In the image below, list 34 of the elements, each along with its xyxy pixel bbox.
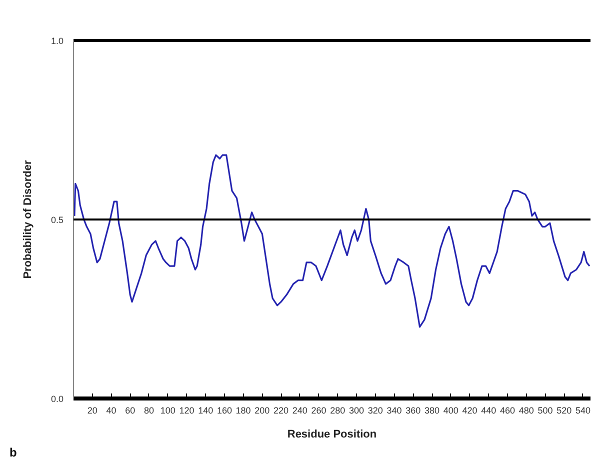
- x-tick-label: 500: [538, 406, 553, 416]
- x-tick-label: 80: [144, 406, 154, 416]
- x-tick-label: 140: [198, 406, 214, 416]
- y-tick-label: 0.5: [50, 215, 64, 225]
- x-tick-label: 60: [125, 406, 136, 416]
- text: b: [10, 446, 17, 459]
- x-tick-label: 260: [311, 406, 326, 416]
- x-tick-label: 520: [556, 406, 572, 416]
- x-tick-label: 460: [500, 406, 515, 416]
- x-tick-label: 400: [443, 406, 458, 416]
- x-tick-label: 320: [368, 406, 383, 416]
- x-tick-label: 280: [330, 406, 346, 416]
- x-tick-label: 360: [406, 406, 421, 416]
- line-series: [74, 154, 590, 328]
- y-axis-title: Probability of Disorder: [22, 159, 34, 279]
- x-tick-label: 220: [274, 406, 289, 416]
- x-tick-label: 240: [292, 406, 308, 416]
- x-tick-label: 480: [518, 406, 534, 416]
- x-tick-label: 440: [481, 406, 496, 416]
- x-tick-label: 180: [236, 406, 251, 416]
- x-tick-label: 40: [106, 406, 116, 416]
- x-tick-label: 100: [160, 406, 176, 416]
- x-tick-label: 160: [216, 406, 232, 416]
- x-tick-label: 380: [424, 406, 440, 416]
- y-tick-label: 1.0: [50, 36, 64, 46]
- x-tick-label: 340: [386, 406, 402, 416]
- x-tick-label: 540: [575, 406, 590, 416]
- x-tick-label: 420: [462, 406, 478, 416]
- y-tick-label: 0.0: [50, 394, 64, 404]
- x-axis-title: Residue Position: [287, 428, 377, 440]
- x-tick-label: 200: [254, 406, 270, 416]
- x-tick-label: 300: [349, 406, 364, 416]
- x-tick-label: 20: [87, 406, 98, 416]
- x-tick-label: 120: [179, 406, 194, 416]
